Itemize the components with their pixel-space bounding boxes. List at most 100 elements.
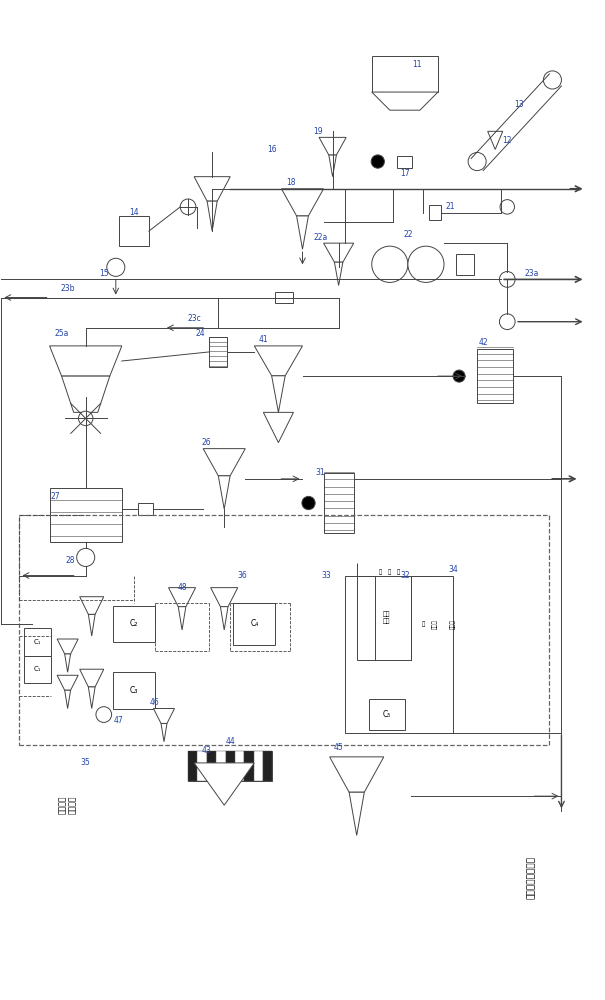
Text: 45: 45 [334,743,344,752]
Polygon shape [263,412,293,443]
Text: 12: 12 [503,136,512,145]
Text: 23b: 23b [60,284,75,293]
Text: 三次风: 三次风 [432,619,438,629]
Text: 32: 32 [400,571,410,580]
Circle shape [500,200,514,214]
Text: 47: 47 [114,716,123,725]
Bar [477,349,513,403]
Bar [216,751,226,781]
Polygon shape [324,243,354,262]
Text: 43: 43 [201,746,211,755]
Polygon shape [65,690,71,709]
Bar [456,254,474,275]
Text: C₃: C₃ [129,686,138,695]
Text: 36: 36 [237,571,247,580]
Text: 46: 46 [150,698,160,707]
Text: 18: 18 [286,178,295,187]
Text: 44: 44 [225,737,235,746]
Text: 21: 21 [445,202,455,211]
Polygon shape [207,201,217,231]
Bar [209,337,227,367]
Polygon shape [329,155,336,177]
Polygon shape [88,614,95,636]
Circle shape [180,199,196,215]
Polygon shape [218,476,230,509]
Polygon shape [50,346,122,376]
Polygon shape [154,709,174,723]
Text: 11: 11 [412,60,422,69]
Bar [113,606,155,642]
Text: 13: 13 [514,100,524,109]
Polygon shape [220,607,228,630]
Polygon shape [194,763,254,805]
Text: 15: 15 [99,269,108,278]
Bar [226,751,235,781]
Polygon shape [161,723,167,742]
Text: 42: 42 [479,338,488,347]
Polygon shape [194,177,231,201]
Circle shape [468,152,486,171]
Bar [188,751,272,781]
Text: 22a: 22a [313,233,328,242]
Bar [139,503,154,515]
Text: C₂: C₂ [129,619,138,628]
Polygon shape [349,792,364,835]
Polygon shape [65,654,71,672]
Text: 14: 14 [129,208,139,217]
Polygon shape [335,262,343,285]
Text: 27: 27 [51,492,60,501]
Bar [50,488,122,542]
Bar [235,751,244,781]
Polygon shape [330,757,384,792]
Text: 一次风: 一次风 [450,619,456,629]
Polygon shape [272,376,285,412]
Polygon shape [254,346,302,376]
Polygon shape [88,687,95,709]
Polygon shape [178,607,186,630]
Text: C₁: C₁ [34,639,41,645]
Polygon shape [488,131,503,149]
Text: 水槽
换热: 水槽 换热 [383,612,391,624]
Polygon shape [62,376,110,412]
Text: 34: 34 [448,565,458,574]
Text: 解: 解 [388,570,391,575]
Circle shape [106,258,125,276]
Text: 35: 35 [81,758,91,767]
Polygon shape [211,588,238,607]
Bar [234,603,275,645]
Polygon shape [57,675,78,690]
Polygon shape [319,137,346,155]
Circle shape [77,548,95,566]
Text: 分: 分 [379,570,382,575]
Text: 33: 33 [322,571,332,580]
Text: 41: 41 [258,335,268,344]
Text: 炉: 炉 [397,570,401,575]
Circle shape [371,246,408,282]
Text: 19: 19 [313,127,322,136]
Bar [397,156,413,168]
Bar [207,751,216,781]
Polygon shape [57,639,78,654]
Circle shape [408,246,444,282]
Bar [368,699,405,730]
Text: 23a: 23a [524,269,538,278]
Text: 48: 48 [177,583,187,592]
Bar [263,751,272,781]
Circle shape [499,314,515,330]
Polygon shape [80,597,104,614]
Circle shape [302,496,315,510]
Polygon shape [203,449,245,476]
Bar [324,473,354,533]
Circle shape [79,411,93,426]
Circle shape [499,272,515,287]
Bar [371,56,438,92]
Bar [188,751,197,781]
Text: C₄: C₄ [250,619,258,628]
Polygon shape [296,216,309,249]
Text: 返回电解铝厂回收: 返回电解铝厂回收 [527,856,536,899]
Text: 24: 24 [195,329,205,338]
Circle shape [96,707,111,722]
Text: C₁: C₁ [34,666,41,672]
Polygon shape [281,189,324,216]
Text: 有害废气
处理系统: 有害废气 处理系统 [58,796,77,814]
